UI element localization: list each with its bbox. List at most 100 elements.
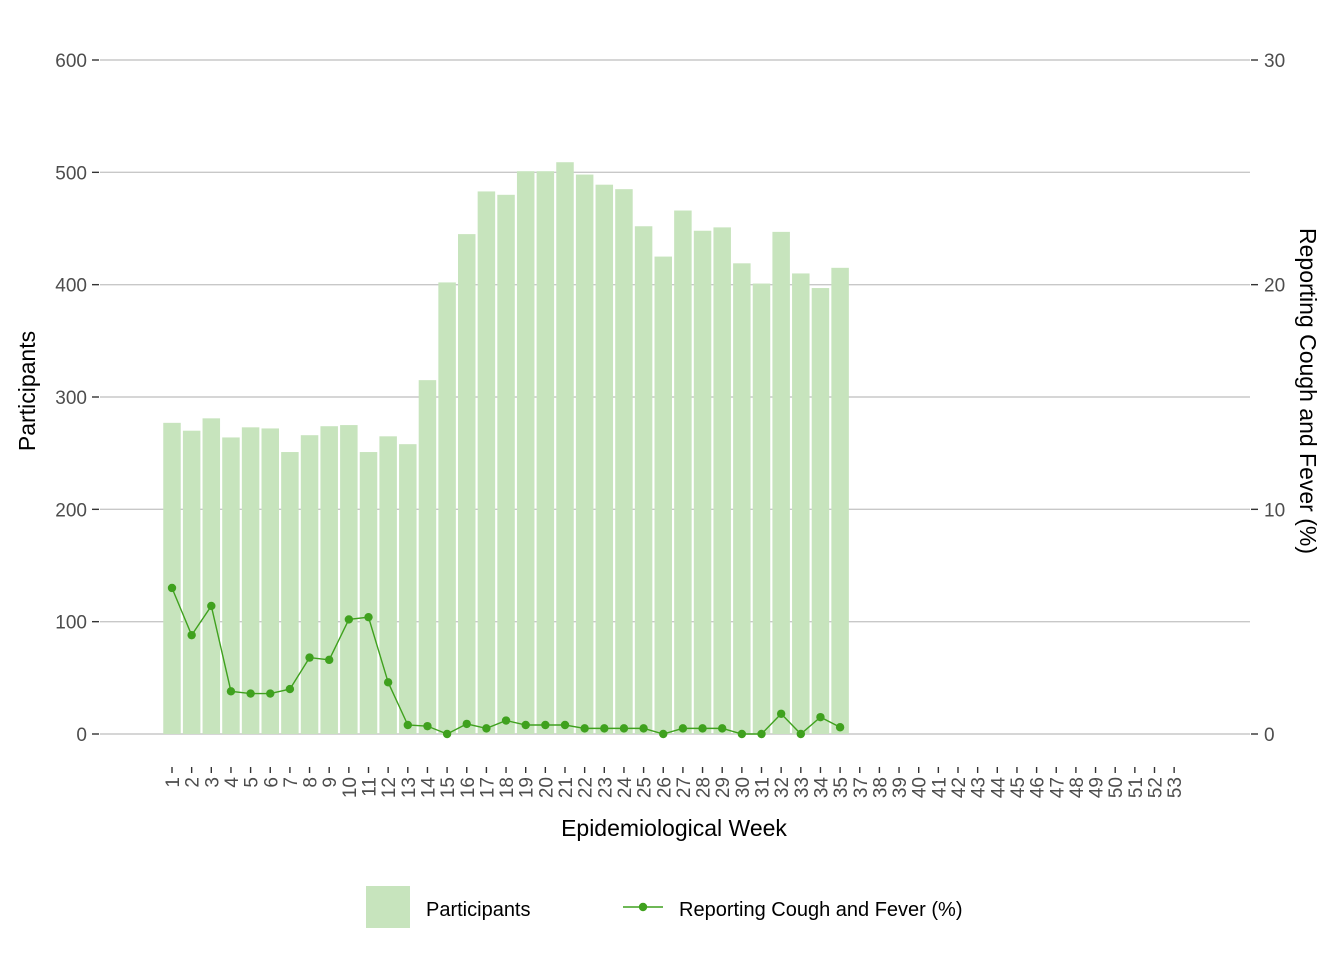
- data-point: [560, 720, 570, 730]
- bar: [615, 189, 633, 734]
- x-tick-label: 49: [1087, 777, 1108, 798]
- x-tick-label: 3: [202, 777, 223, 788]
- x-tick-label: 19: [517, 777, 538, 798]
- data-point: [521, 720, 530, 730]
- x-tick-label: 30: [733, 777, 754, 798]
- x-tick-label: 16: [458, 777, 479, 798]
- bar: [556, 162, 574, 735]
- bar: [575, 174, 594, 734]
- bar: [379, 436, 397, 734]
- x-tick-label: 34: [811, 777, 832, 799]
- data-point: [600, 724, 609, 733]
- data-point: [776, 709, 786, 718]
- x-tick-label: 45: [1008, 777, 1029, 798]
- bar: [458, 234, 476, 734]
- x-tick-label: 12: [379, 777, 400, 798]
- y-tick-label: 600: [55, 51, 87, 72]
- bar: [516, 171, 535, 734]
- x-axis: 1234567891011121314151617181920212223242…: [163, 767, 1186, 798]
- x-tick-label: 2: [183, 777, 204, 788]
- x-tick-label: 26: [654, 777, 675, 798]
- bar: [713, 227, 731, 734]
- data-point: [403, 720, 412, 730]
- x-tick-label: 15: [438, 777, 459, 798]
- data-point: [737, 729, 747, 739]
- data-point: [344, 615, 354, 624]
- x-tick-label: 40: [910, 777, 931, 798]
- x-tick-label: 29: [713, 777, 734, 798]
- x-tick-label: 38: [870, 777, 891, 798]
- bar: [654, 256, 672, 734]
- x-tick-label: 8: [301, 777, 322, 788]
- data-point: [757, 729, 766, 739]
- y2-tick-label: 10: [1264, 500, 1285, 521]
- data-point: [835, 723, 845, 732]
- bar: [222, 437, 240, 734]
- data-point: [207, 601, 216, 611]
- bar: [202, 418, 221, 734]
- y2-tick-label: 20: [1264, 276, 1285, 297]
- x-tick-label: 47: [1047, 777, 1068, 798]
- x-tick-label: 27: [674, 777, 695, 798]
- cough-fever-line: [167, 583, 845, 739]
- x-tick-label: 22: [576, 777, 597, 798]
- bar: [634, 226, 653, 734]
- data-point: [325, 655, 334, 665]
- bar: [261, 428, 279, 734]
- x-tick-label: 20: [536, 777, 557, 798]
- x-tick-label: 13: [399, 777, 420, 798]
- data-point: [659, 729, 668, 739]
- y-tick-label: 500: [55, 163, 87, 184]
- data-point: [816, 712, 825, 722]
- legend: Participants Reporting Cough and Fever (…: [366, 886, 962, 928]
- bar: [674, 210, 692, 734]
- bar: [792, 273, 810, 734]
- data-point: [501, 716, 511, 725]
- x-tick-label: 9: [320, 777, 341, 788]
- bar: [831, 267, 849, 734]
- bar: [733, 263, 751, 734]
- x-tick-label: 21: [556, 777, 577, 798]
- x-tick-label: 24: [615, 777, 636, 799]
- legend-key-participants: [366, 886, 410, 928]
- x-tick-label: 6: [261, 777, 282, 788]
- x-tick-label: 53: [1165, 777, 1186, 798]
- x-tick-label: 46: [1028, 777, 1049, 798]
- data-point: [167, 583, 177, 593]
- y-tick-label: 400: [55, 276, 87, 297]
- data-point: [619, 724, 629, 733]
- x-tick-label: 4: [222, 777, 243, 788]
- x-tick-label: 25: [635, 777, 656, 798]
- x-tick-label: 42: [949, 777, 970, 798]
- data-point: [482, 724, 491, 733]
- x-tick-label: 5: [242, 777, 263, 788]
- data-point: [580, 724, 589, 733]
- y2-tick-label: 30: [1264, 51, 1285, 72]
- data-point: [187, 630, 196, 640]
- x-tick-label: 17: [477, 777, 498, 798]
- bar: [399, 444, 417, 734]
- participants-bars: [163, 162, 849, 735]
- bar: [340, 425, 358, 734]
- y2-tick-label: 0: [1264, 725, 1275, 746]
- y-tick-label: 100: [55, 613, 87, 634]
- x-tick-label: 14: [418, 777, 439, 799]
- data-point: [383, 678, 393, 687]
- x-tick-label: 10: [340, 777, 361, 798]
- data-point: [423, 721, 432, 731]
- bar: [438, 282, 456, 734]
- legend-label-cough-fever: Reporting Cough and Fever (%): [679, 899, 962, 921]
- x-tick-label: 1: [163, 777, 184, 788]
- bar: [772, 231, 790, 734]
- data-point: [796, 729, 805, 739]
- x-tick-label: 39: [890, 777, 911, 798]
- legend-label-participants: Participants: [426, 899, 531, 921]
- x-tick-label: 28: [694, 777, 715, 798]
- y-tick-label: 300: [55, 388, 87, 409]
- x-tick-label: 32: [772, 777, 793, 798]
- bar: [163, 422, 181, 734]
- data-point: [678, 724, 688, 733]
- data-point: [226, 687, 236, 696]
- x-tick-label: 35: [831, 777, 852, 798]
